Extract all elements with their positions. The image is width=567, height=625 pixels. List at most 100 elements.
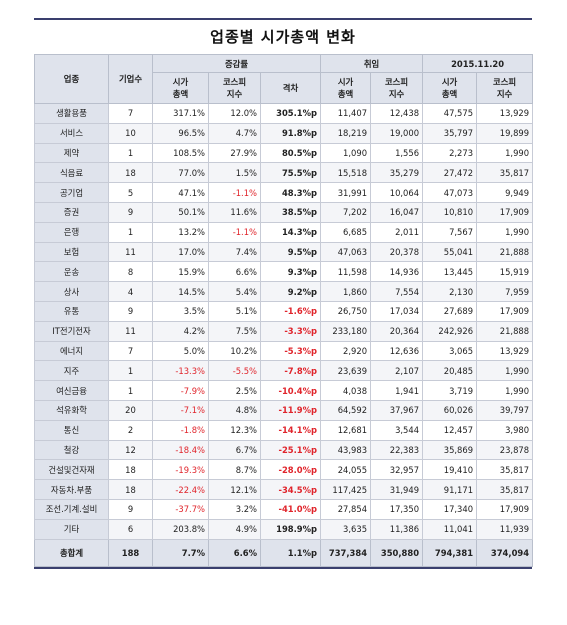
cap-at-inauguration: 64,592 — [320, 399, 372, 421]
header-industry: 업종 — [34, 54, 109, 104]
kospi-at-date: 11,939 — [476, 518, 534, 540]
gap-value: -28.0%p — [259, 459, 322, 481]
company-count: 11 — [108, 241, 153, 263]
gap-value: -25.1%p — [259, 439, 322, 461]
kospi-at-inauguration: 14,936 — [370, 261, 424, 283]
header-market-cap: 시가 총액 — [320, 72, 372, 104]
kospi-at-inauguration: 1,556 — [370, 142, 424, 164]
cap-at-inauguration: 6,685 — [320, 221, 372, 243]
table-row: 운송 8 15.9% 6.6% 9.3%p 11,598 14,936 13,445 15,91… — [34, 261, 534, 283]
kospi-at-inauguration: 12,438 — [370, 103, 424, 124]
kospi-at-date: 17,909 — [476, 300, 534, 322]
gap-value: 9.3%p — [259, 261, 322, 283]
kospi-at-date: 21,888 — [476, 320, 534, 342]
header-group-change-rate: 증감률 — [151, 54, 322, 73]
header-group-date: 2015.11.20 — [422, 54, 534, 73]
kospi-change-rate: 7.5% — [208, 320, 261, 342]
total-kospi-start: 350,880 — [370, 538, 424, 567]
company-count: 1 — [108, 221, 153, 243]
industry-name: 통신 — [34, 419, 109, 441]
kospi-change-rate: -1.1% — [208, 221, 261, 243]
industry-name: 자동차.부품 — [34, 479, 109, 500]
gap-value: -5.3%p — [259, 340, 322, 362]
table-row: 상사 4 14.5% 5.4% 9.2%p 1,860 7,554 2,130 7,959 — [34, 281, 534, 302]
company-count: 7 — [108, 340, 153, 362]
industry-name: 식음료 — [34, 162, 109, 184]
kospi-change-rate: 6.6% — [208, 261, 261, 283]
cap-at-inauguration: 18,219 — [320, 122, 372, 144]
company-count: 8 — [108, 261, 153, 283]
kospi-change-rate: 12.1% — [208, 479, 261, 500]
header-gap: 격차 — [259, 72, 322, 104]
table-row: 자동차.부품 18 -22.4% 12.1% -34.5%p 117,425 31,949 9… — [34, 479, 534, 500]
table-row: 건설및건자재 18 -19.3% 8.7% -28.0%p 24,055 32,957 19,… — [34, 459, 534, 481]
cap-at-inauguration: 47,063 — [320, 241, 372, 263]
industry-name: 은행 — [34, 221, 109, 243]
table-row: 유통 9 3.5% 5.1% -1.6%p 26,750 17,034 27,689 17,90… — [34, 300, 534, 322]
kospi-at-date: 7,959 — [476, 281, 534, 302]
kospi-change-rate: -1.1% — [208, 182, 261, 203]
kospi-change-rate: -5.5% — [208, 360, 261, 382]
table-row: 석유화학 20 -7.1% 4.8% -11.9%p 64,592 37,967 60,026… — [34, 399, 534, 421]
cap-at-inauguration: 1,090 — [320, 142, 372, 164]
total-label: 총합계 — [34, 538, 109, 567]
table-row: IT전기전자 11 4.2% 7.5% -3.3%p 233,180 20,364 242,9… — [34, 320, 534, 342]
gap-value: 305.1%p — [259, 103, 322, 124]
header-kospi: 코스피 지수 — [370, 72, 424, 104]
header-group-inauguration: 취임 — [320, 54, 424, 73]
industry-name: 건설및건자재 — [34, 459, 109, 481]
header-company-count: 기업수 — [108, 54, 153, 104]
kospi-at-date: 3,980 — [476, 419, 534, 441]
cap-at-inauguration: 31,991 — [320, 182, 372, 203]
cap-at-date: 12,457 — [422, 419, 478, 441]
kospi-at-date: 35,817 — [476, 459, 534, 481]
kospi-at-inauguration: 31,949 — [370, 479, 424, 500]
kospi-at-inauguration: 7,554 — [370, 281, 424, 302]
cap-change-rate: -1.8% — [152, 419, 209, 441]
cap-at-date: 3,719 — [422, 380, 478, 401]
cap-at-inauguration: 2,920 — [320, 340, 372, 362]
gap-value: 14.3%p — [259, 221, 322, 243]
industry-name: 제약 — [34, 142, 109, 164]
cap-change-rate: 13.2% — [152, 221, 209, 243]
total-row: 총합계 188 7.7% 6.6% 1.1%p 737,384 350,880 … — [34, 538, 534, 567]
industry-name: 공기업 — [34, 182, 109, 203]
table-title: 업종별 시가총액 변화 — [210, 28, 356, 46]
kospi-change-rate: 3.2% — [208, 498, 261, 520]
kospi-at-inauguration: 20,378 — [370, 241, 424, 263]
table-row: 은행 1 13.2% -1.1% 14.3%p 6,685 2,011 7,567 1,990 — [34, 221, 534, 243]
header-kospi: 코스피 지수 — [208, 72, 261, 104]
company-count: 7 — [108, 103, 153, 124]
cap-at-date: 10,810 — [422, 201, 478, 223]
cap-at-date: 19,410 — [422, 459, 478, 481]
cap-change-rate: -18.4% — [152, 439, 209, 461]
cap-change-rate: 14.5% — [152, 281, 209, 302]
industry-name: IT전기전자 — [34, 320, 109, 342]
cap-change-rate: 108.5% — [152, 142, 209, 164]
cap-at-date: 3,065 — [422, 340, 478, 362]
kospi-change-rate: 6.7% — [208, 439, 261, 461]
company-count: 5 — [108, 182, 153, 203]
total-cap-end: 794,381 — [422, 538, 478, 567]
table-row: 여신금융 1 -7.9% 2.5% -10.4%p 4,038 1,941 3,719 1,99… — [34, 380, 534, 401]
kospi-at-date: 9,949 — [476, 182, 534, 203]
kospi-at-date: 39,797 — [476, 399, 534, 421]
kospi-at-date: 13,929 — [476, 103, 534, 124]
industry-name: 운송 — [34, 261, 109, 283]
kospi-at-date: 1,990 — [476, 221, 534, 243]
cap-at-inauguration: 7,202 — [320, 201, 372, 223]
cap-change-rate: 4.2% — [152, 320, 209, 342]
table-row: 보험 11 17.0% 7.4% 9.5%p 47,063 20,378 55,041 21,8… — [34, 241, 534, 263]
cap-change-rate: 77.0% — [152, 162, 209, 184]
kospi-change-rate: 4.9% — [208, 518, 261, 540]
company-count: 12 — [108, 439, 153, 461]
cap-change-rate: 50.1% — [152, 201, 209, 223]
kospi-at-date: 17,909 — [476, 201, 534, 223]
kospi-at-inauguration: 17,350 — [370, 498, 424, 520]
kospi-at-date: 1,990 — [476, 360, 534, 382]
gap-value: -7.8%p — [259, 360, 322, 382]
cap-at-date: 2,130 — [422, 281, 478, 302]
kospi-change-rate: 7.4% — [208, 241, 261, 263]
cap-at-inauguration: 3,635 — [320, 518, 372, 540]
table-row: 식음료 18 77.0% 1.5% 75.5%p 15,518 35,279 27,472 35… — [34, 162, 534, 184]
